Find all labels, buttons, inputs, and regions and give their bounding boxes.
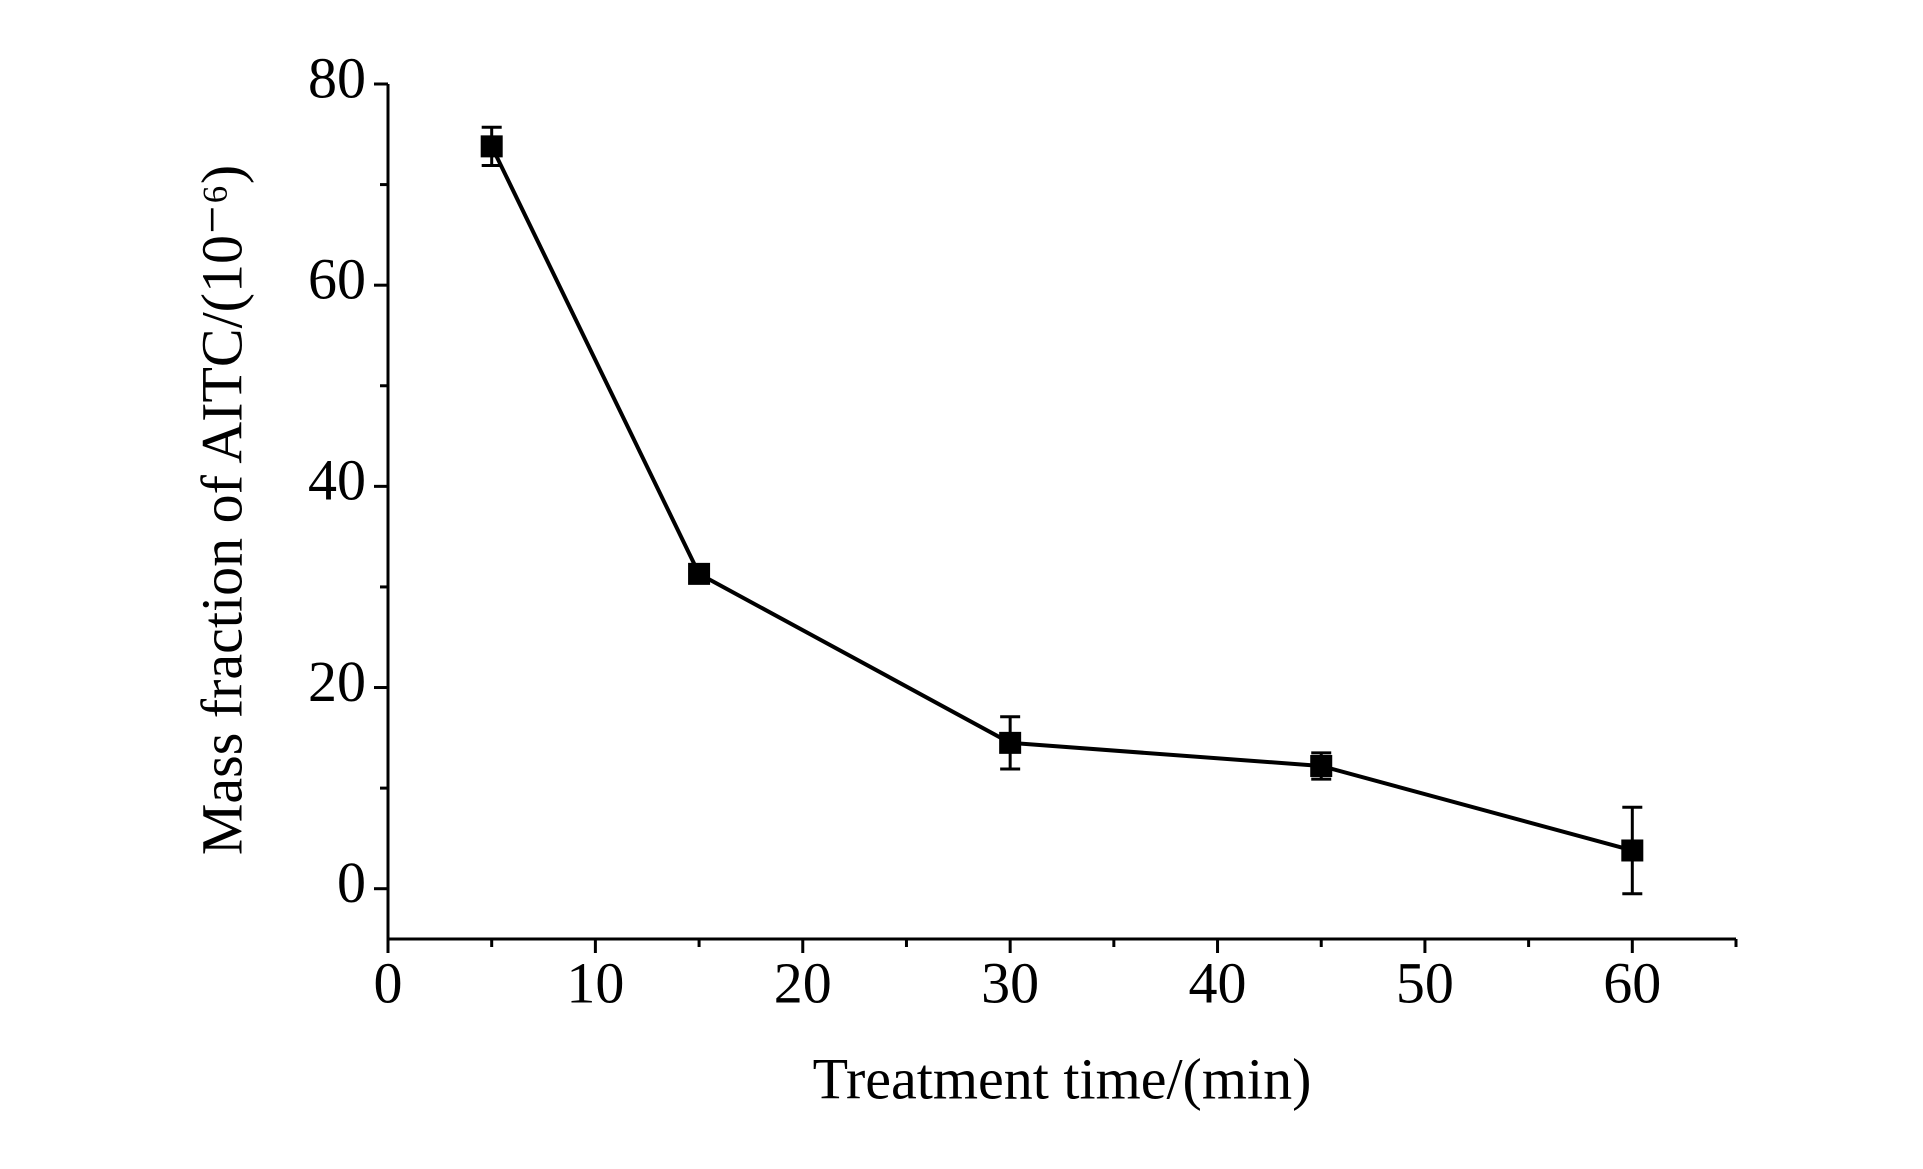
y-tick-label: 0 — [337, 850, 366, 915]
y-tick-label: 80 — [308, 45, 366, 110]
y-axis-label: Mass fraction of AITC/(10⁻⁶) — [189, 165, 254, 855]
y-tick-label: 40 — [308, 448, 366, 513]
x-tick-label: 10 — [566, 950, 624, 1015]
marker — [1310, 754, 1333, 777]
x-tick-label: 40 — [1189, 950, 1247, 1015]
x-axis-label: Treatment time/(min) — [813, 1046, 1312, 1111]
x-tick-label: 50 — [1396, 950, 1454, 1015]
marker — [1621, 839, 1644, 862]
x-tick-label: 0 — [374, 950, 403, 1015]
data-line — [489, 145, 1633, 853]
y-tick-label: 60 — [308, 246, 366, 311]
marker — [480, 135, 503, 158]
marker — [688, 562, 711, 585]
marker — [999, 731, 1022, 754]
x-tick-label: 20 — [774, 950, 832, 1015]
y-tick-label: 20 — [308, 649, 366, 714]
x-tick-label: 30 — [981, 950, 1039, 1015]
x-tick-label: 60 — [1603, 950, 1661, 1015]
